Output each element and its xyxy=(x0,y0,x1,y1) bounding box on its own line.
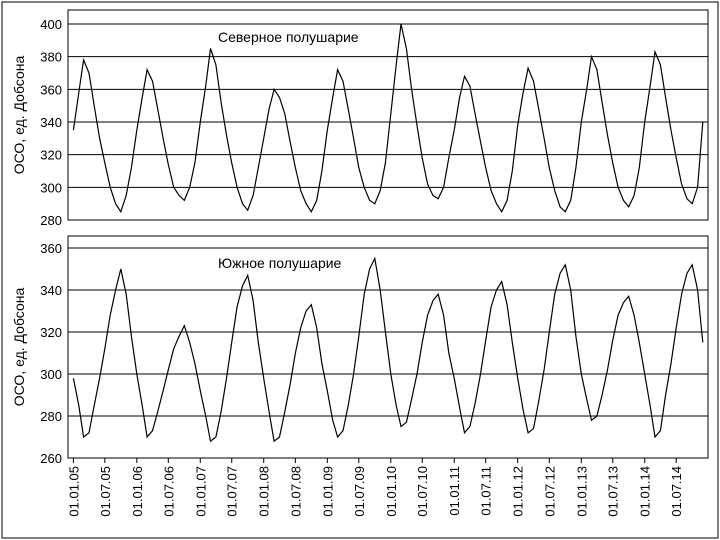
y-tick-label: 400 xyxy=(40,17,62,32)
x-tick-label: 01.01.12 xyxy=(511,466,526,517)
x-tick-label: 01.07.14 xyxy=(669,466,684,517)
x-tick-label: 01.01.06 xyxy=(130,466,145,517)
x-tick-label: 01.07.08 xyxy=(288,466,303,517)
y-tick-label: 380 xyxy=(40,50,62,65)
x-tick-label: 01.07.13 xyxy=(606,466,621,517)
x-tick-label: 01.07.06 xyxy=(161,466,176,517)
x-tick-label: 01.01.11 xyxy=(447,466,462,516)
plot-area xyxy=(67,9,709,221)
y-tick-label: 320 xyxy=(40,325,62,340)
x-tick-label: 01.01.09 xyxy=(320,466,335,517)
annotation: Южное полушарие xyxy=(218,255,342,271)
y-axis-label: ОСО, ед. Добсона xyxy=(11,288,27,407)
x-tick-label: 01.07.10 xyxy=(415,466,430,517)
y-tick-label: 340 xyxy=(40,283,62,298)
x-tick-label: 01.07.12 xyxy=(542,466,557,517)
y-tick-label: 300 xyxy=(40,180,62,195)
x-tick-label: 01.01.14 xyxy=(638,466,653,517)
y-tick-label: 360 xyxy=(40,82,62,97)
x-tick-label: 01.01.13 xyxy=(574,466,589,517)
x-tick-label: 01.01.10 xyxy=(384,466,399,517)
y-tick-label: 260 xyxy=(40,451,62,466)
y-tick-label: 280 xyxy=(40,213,62,228)
y-tick-label: 320 xyxy=(40,148,62,163)
x-tick-label: 01.07.09 xyxy=(352,466,367,517)
data-line xyxy=(72,23,704,214)
x-tick-label: 01.01.05 xyxy=(66,466,81,517)
data-line xyxy=(72,256,704,443)
x-tick-label: 01.07.11 xyxy=(479,466,494,516)
x-tick-label: 01.07.05 xyxy=(98,466,113,517)
x-tick-label: 01.01.07 xyxy=(193,466,208,517)
y-tick-label: 280 xyxy=(40,409,62,424)
x-tick-label: 01.07.07 xyxy=(225,466,240,517)
y-tick-label: 360 xyxy=(40,241,62,256)
x-tick-label: 01.01.08 xyxy=(257,466,272,517)
y-tick-label: 340 xyxy=(40,115,62,130)
y-axis-label: ОСО, ед. Добсона xyxy=(11,56,27,175)
y-tick-label: 300 xyxy=(40,367,62,382)
annotation: Северное полушарие xyxy=(218,29,359,45)
